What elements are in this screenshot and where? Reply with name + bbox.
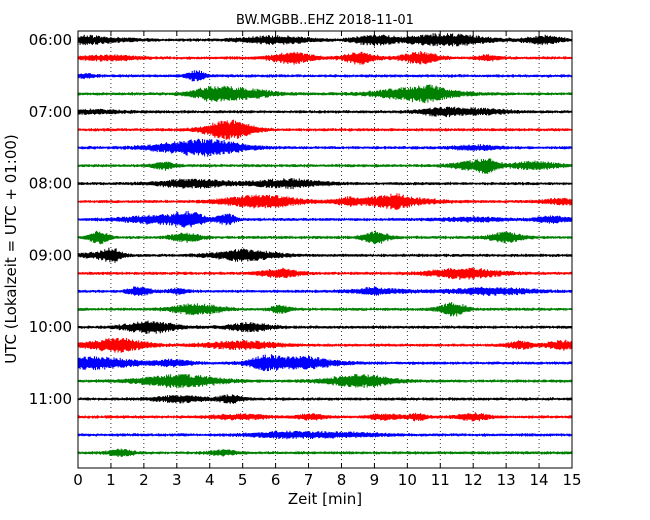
x-axis-label: Zeit [min]: [288, 490, 362, 508]
trace-0745: [77, 158, 573, 174]
trace-1015: [77, 337, 573, 353]
trace-1030: [77, 354, 573, 372]
x-tick-label: 4: [205, 471, 215, 489]
trace-0830: [77, 210, 573, 228]
x-tick-label: 5: [238, 471, 248, 489]
y-tick-label: 10:00: [29, 318, 72, 336]
trace-0945: [77, 302, 573, 317]
y-tick-label: 06:00: [29, 31, 72, 49]
trace-1145: [77, 448, 573, 457]
trace-1130: [77, 430, 573, 440]
x-tick-label: 8: [337, 471, 347, 489]
x-tick-label: 15: [562, 471, 581, 489]
trace-0700: [77, 106, 573, 118]
x-tick-label: 0: [73, 471, 83, 489]
trace-1045: [77, 374, 573, 389]
y-axis-ticks: 06:00 07:00 08:00 09:00 10:00 11:00: [29, 31, 572, 408]
trace-0600: [77, 33, 573, 47]
trace-0915: [77, 267, 573, 280]
x-tick-label: 14: [530, 471, 549, 489]
y-tick-label: 11:00: [29, 390, 72, 408]
y-tick-label: 07:00: [29, 103, 72, 121]
plot-frame: [77, 30, 573, 469]
trace-1100: [77, 394, 573, 404]
x-tick-label: 2: [139, 471, 149, 489]
x-tick-label: 1: [106, 471, 116, 489]
chart-title: BW.MGBB..EHZ 2018-11-01: [236, 13, 414, 28]
trace-0900: [77, 247, 573, 263]
x-tick-label: 12: [464, 471, 483, 489]
trace-1115: [77, 412, 573, 422]
x-tick-label: 7: [304, 471, 314, 489]
trace-0815: [77, 193, 573, 210]
x-tick-label: 6: [271, 471, 281, 489]
seismic-traces: [77, 33, 573, 457]
x-tick-label: 9: [370, 471, 380, 489]
x-tick-label: 13: [497, 471, 516, 489]
trace-0615: [77, 51, 573, 65]
trace-0845: [77, 230, 573, 245]
y-tick-label: 09:00: [29, 246, 72, 264]
trace-0800: [77, 178, 573, 190]
x-tick-label: 10: [398, 471, 417, 489]
y-tick-label: 08:00: [29, 175, 72, 193]
trace-0630: [77, 70, 573, 82]
trace-1000: [77, 320, 573, 334]
grid-lines: [110, 31, 540, 468]
trace-0645: [77, 84, 573, 104]
y-axis-label: UTC (Lokalzeit = UTC + 01:00): [2, 134, 20, 364]
trace-0730: [77, 138, 573, 157]
x-axis-ticks: 0 1 2 3 4 5 6 7 8 9 10 11 12 13 14 15: [73, 31, 582, 489]
trace-0930: [77, 286, 573, 296]
x-tick-label: 11: [431, 471, 450, 489]
x-tick-label: 3: [172, 471, 182, 489]
trace-0715: [77, 119, 573, 140]
